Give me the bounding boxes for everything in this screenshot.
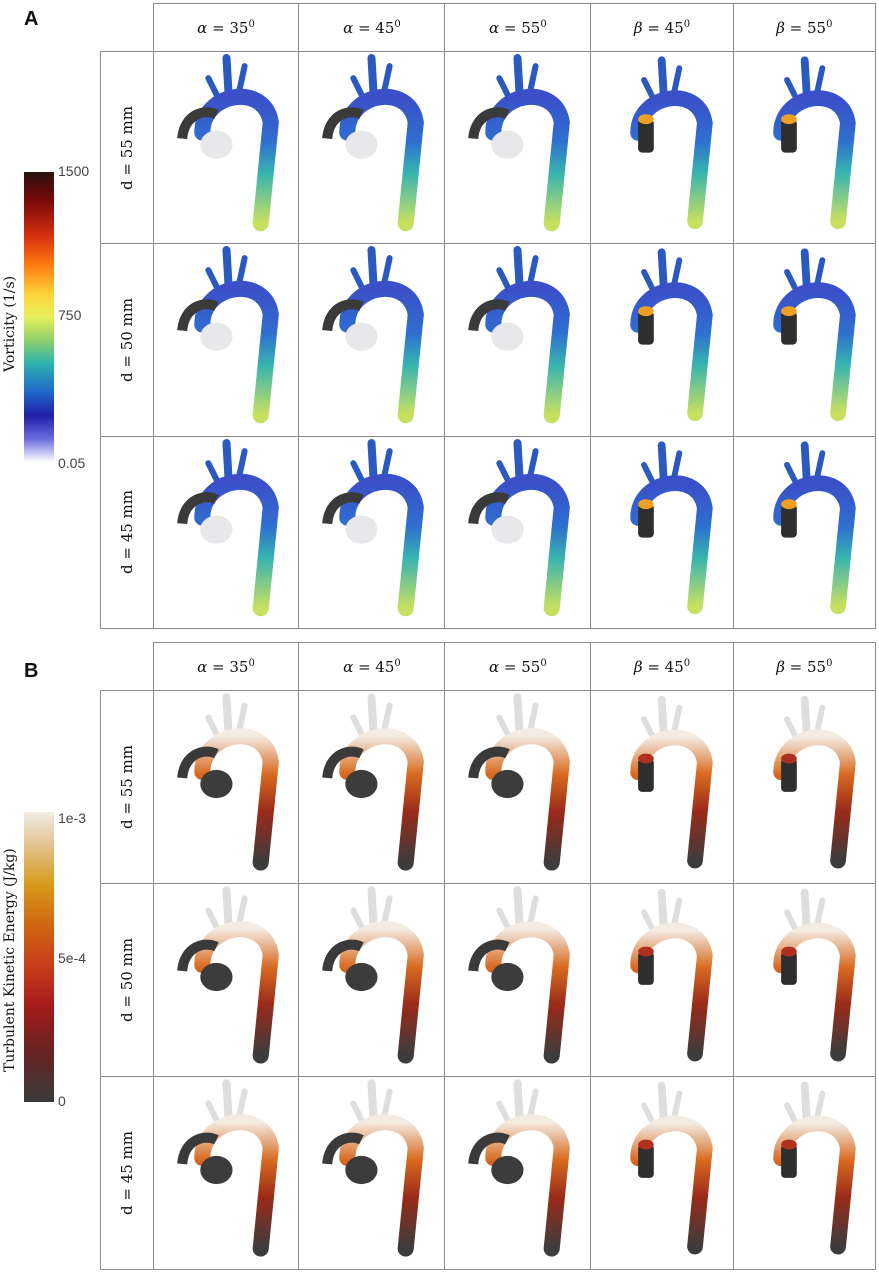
aorta-render xyxy=(590,50,734,245)
aorta-render xyxy=(732,435,877,630)
row-header: d = 55 mm xyxy=(100,690,154,884)
aorta-illustration xyxy=(772,1081,856,1255)
aorta-render xyxy=(152,435,300,630)
col-header: α = 350 xyxy=(152,3,300,52)
aorta-illustration xyxy=(772,695,856,869)
panel-b-colorbar xyxy=(24,812,54,1102)
aorta-render xyxy=(444,1076,592,1270)
aorta-render xyxy=(590,243,734,437)
col-header: α = 550 xyxy=(444,642,592,691)
aorta-render xyxy=(732,883,877,1077)
aorta-illustration xyxy=(322,886,425,1064)
aorta-illustration xyxy=(468,693,571,871)
panel-a-tick-top: 1500 xyxy=(58,163,90,179)
aorta-render xyxy=(152,50,300,245)
col-header: α = 450 xyxy=(298,3,446,52)
aorta-illustration xyxy=(322,438,425,616)
aorta-illustration xyxy=(176,693,279,871)
aorta-render xyxy=(152,690,300,884)
aorta-render xyxy=(152,1076,300,1270)
aorta-illustration xyxy=(772,248,856,422)
aorta-illustration xyxy=(468,438,571,616)
aorta-illustration xyxy=(772,441,856,614)
aorta-illustration xyxy=(468,886,571,1064)
aorta-illustration xyxy=(630,1081,714,1255)
aorta-illustration xyxy=(630,56,714,230)
aorta-illustration xyxy=(630,888,714,1062)
aorta-render xyxy=(298,690,446,884)
aorta-illustration xyxy=(176,246,279,424)
aorta-render xyxy=(298,435,446,630)
panel-a-colorbar-title: Vorticity (1/s) xyxy=(2,275,18,372)
aorta-render xyxy=(444,243,592,437)
aorta-illustration xyxy=(630,248,714,422)
aorta-illustration xyxy=(322,1079,425,1257)
corner-cell xyxy=(100,642,154,691)
panel-a-letter: A xyxy=(24,8,39,30)
aorta-illustration xyxy=(630,441,714,614)
col-header: β = 550 xyxy=(732,642,877,691)
aorta-render xyxy=(590,883,734,1077)
panel-b-colorbar-title: Turbulent Kinetic Energy (J/kg) xyxy=(2,848,18,1072)
col-header: β = 550 xyxy=(732,3,877,52)
aorta-render xyxy=(732,243,877,437)
col-header: β = 450 xyxy=(590,3,734,52)
row-header: d = 50 mm xyxy=(100,243,154,437)
aorta-illustration xyxy=(176,1079,279,1257)
panel-a-grid: α = 350 α = 450 α = 550 β = 450 β = 550 … xyxy=(100,3,877,630)
aorta-illustration xyxy=(630,695,714,869)
aorta-render xyxy=(298,883,446,1077)
aorta-illustration xyxy=(322,54,425,232)
panel-b-tick-mid: 5e-4 xyxy=(58,950,87,966)
aorta-illustration xyxy=(772,888,856,1062)
aorta-render xyxy=(590,690,734,884)
panel-b-letter: B xyxy=(24,660,39,682)
panel-a-colorbar xyxy=(24,172,54,462)
aorta-render xyxy=(732,1076,877,1270)
aorta-render xyxy=(732,50,877,245)
col-header: α = 450 xyxy=(298,642,446,691)
row-header: d = 55 mm xyxy=(100,50,154,245)
aorta-render xyxy=(152,883,300,1077)
row-header: d = 45 mm xyxy=(100,435,154,630)
aorta-illustration xyxy=(772,56,856,230)
corner-cell xyxy=(100,3,154,52)
aorta-render xyxy=(732,690,877,884)
col-header: α = 350 xyxy=(152,642,300,691)
panel-a-tick-bottom: 0.05 xyxy=(58,455,86,471)
panel-a-tick-mid: 750 xyxy=(58,307,82,323)
aorta-illustration xyxy=(176,438,279,616)
aorta-render xyxy=(590,1076,734,1270)
aorta-illustration xyxy=(468,246,571,424)
aorta-illustration xyxy=(176,886,279,1064)
aorta-render xyxy=(298,243,446,437)
aorta-illustration xyxy=(176,54,279,232)
aorta-render xyxy=(444,50,592,245)
panel-b-tick-bottom: 0 xyxy=(58,1093,66,1109)
row-header: d = 45 mm xyxy=(100,1076,154,1270)
col-header: α = 550 xyxy=(444,3,592,52)
aorta-render xyxy=(298,50,446,245)
panel-b-tick-top: 1e-3 xyxy=(58,810,87,826)
aorta-illustration xyxy=(322,693,425,871)
aorta-illustration xyxy=(468,1079,571,1257)
aorta-render xyxy=(590,435,734,630)
aorta-illustration xyxy=(322,246,425,424)
aorta-illustration xyxy=(468,54,571,232)
aorta-render xyxy=(444,690,592,884)
col-header: β = 450 xyxy=(590,642,734,691)
row-header: d = 50 mm xyxy=(100,883,154,1077)
aorta-render xyxy=(444,883,592,1077)
panel-b-grid: α = 350 α = 450 α = 550 β = 450 β = 550 … xyxy=(100,642,877,1270)
aorta-render xyxy=(298,1076,446,1270)
aorta-render xyxy=(152,243,300,437)
aorta-render xyxy=(444,435,592,630)
